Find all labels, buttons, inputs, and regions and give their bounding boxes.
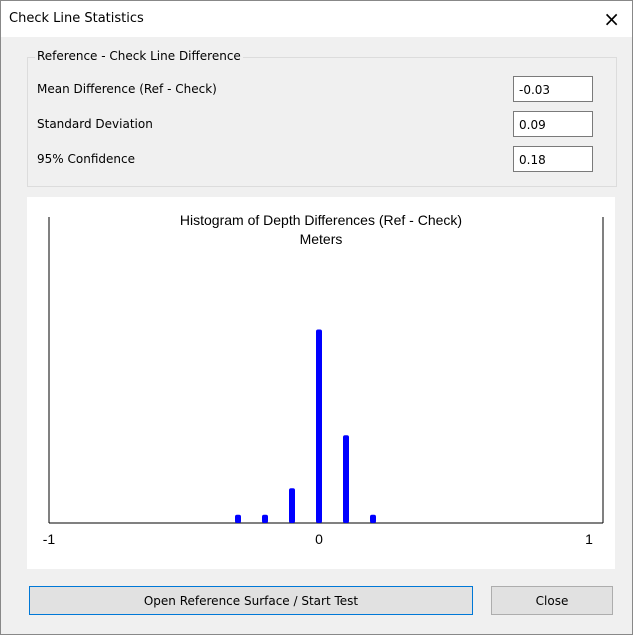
x-tick-label: 0 bbox=[315, 531, 323, 547]
group-box bbox=[27, 57, 617, 187]
chart-subtitle: Meters bbox=[300, 231, 343, 247]
title-bar: Check Line Statistics × bbox=[1, 1, 632, 37]
value-box: -0.03 bbox=[513, 76, 593, 102]
close-icon[interactable]: × bbox=[603, 7, 620, 31]
close-button[interactable]: Close bbox=[491, 586, 613, 615]
bar bbox=[289, 488, 295, 523]
x-tick-label: -1 bbox=[43, 531, 56, 547]
window-title: Check Line Statistics bbox=[9, 11, 144, 26]
group-title: Reference - Check Line Difference bbox=[35, 49, 243, 63]
row-label: 95% Confidence bbox=[37, 152, 135, 166]
bar bbox=[235, 514, 241, 523]
bar bbox=[370, 514, 376, 523]
bar bbox=[316, 329, 322, 523]
value-box: 0.18 bbox=[513, 146, 593, 172]
row-label: Mean Difference (Ref - Check) bbox=[37, 82, 217, 96]
row-label: Standard Deviation bbox=[37, 117, 153, 131]
value-box: 0.09 bbox=[513, 111, 593, 137]
bar bbox=[343, 435, 349, 523]
start-button[interactable]: Open Reference Surface / Start Test bbox=[29, 586, 473, 615]
x-tick-label: 1 bbox=[585, 531, 593, 547]
chart-title: Histogram of Depth Differences (Ref - Ch… bbox=[180, 212, 462, 228]
bar bbox=[262, 514, 268, 523]
chart: Histogram of Depth Differences (Ref - Ch… bbox=[27, 197, 615, 569]
